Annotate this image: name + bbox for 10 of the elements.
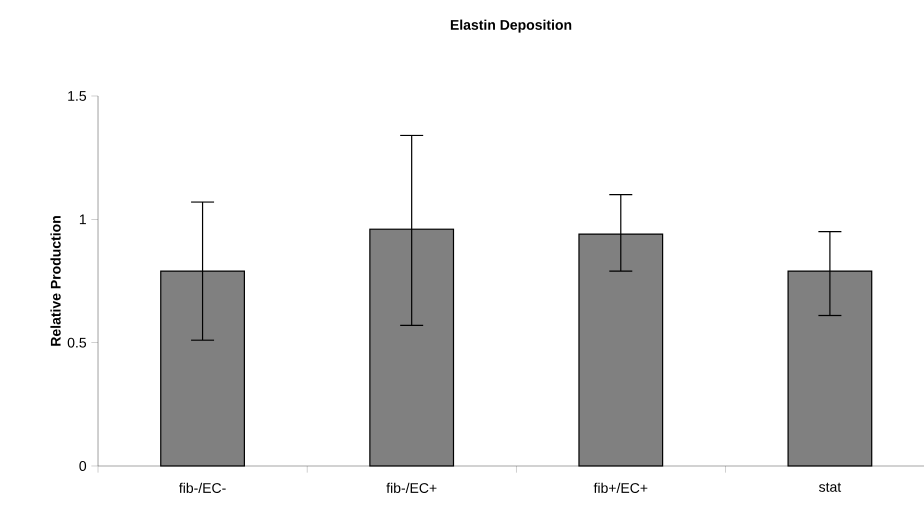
y-tick-label: 0.5 — [68, 338, 86, 348]
x-tick-label: fib-/EC- — [179, 482, 226, 493]
y-tick-label: 1 — [80, 214, 86, 224]
y-axis-title: Relative Production — [50, 216, 61, 346]
chart-title: Elastin Deposition — [450, 20, 572, 33]
y-tick-label: 1.5 — [68, 91, 86, 101]
y-tick-label: 0 — [79, 461, 86, 471]
x-tick-label: fib+/EC+ — [594, 482, 648, 493]
x-tick-label: stat — [819, 482, 842, 492]
x-tick-label: fib-/EC+ — [386, 482, 436, 493]
